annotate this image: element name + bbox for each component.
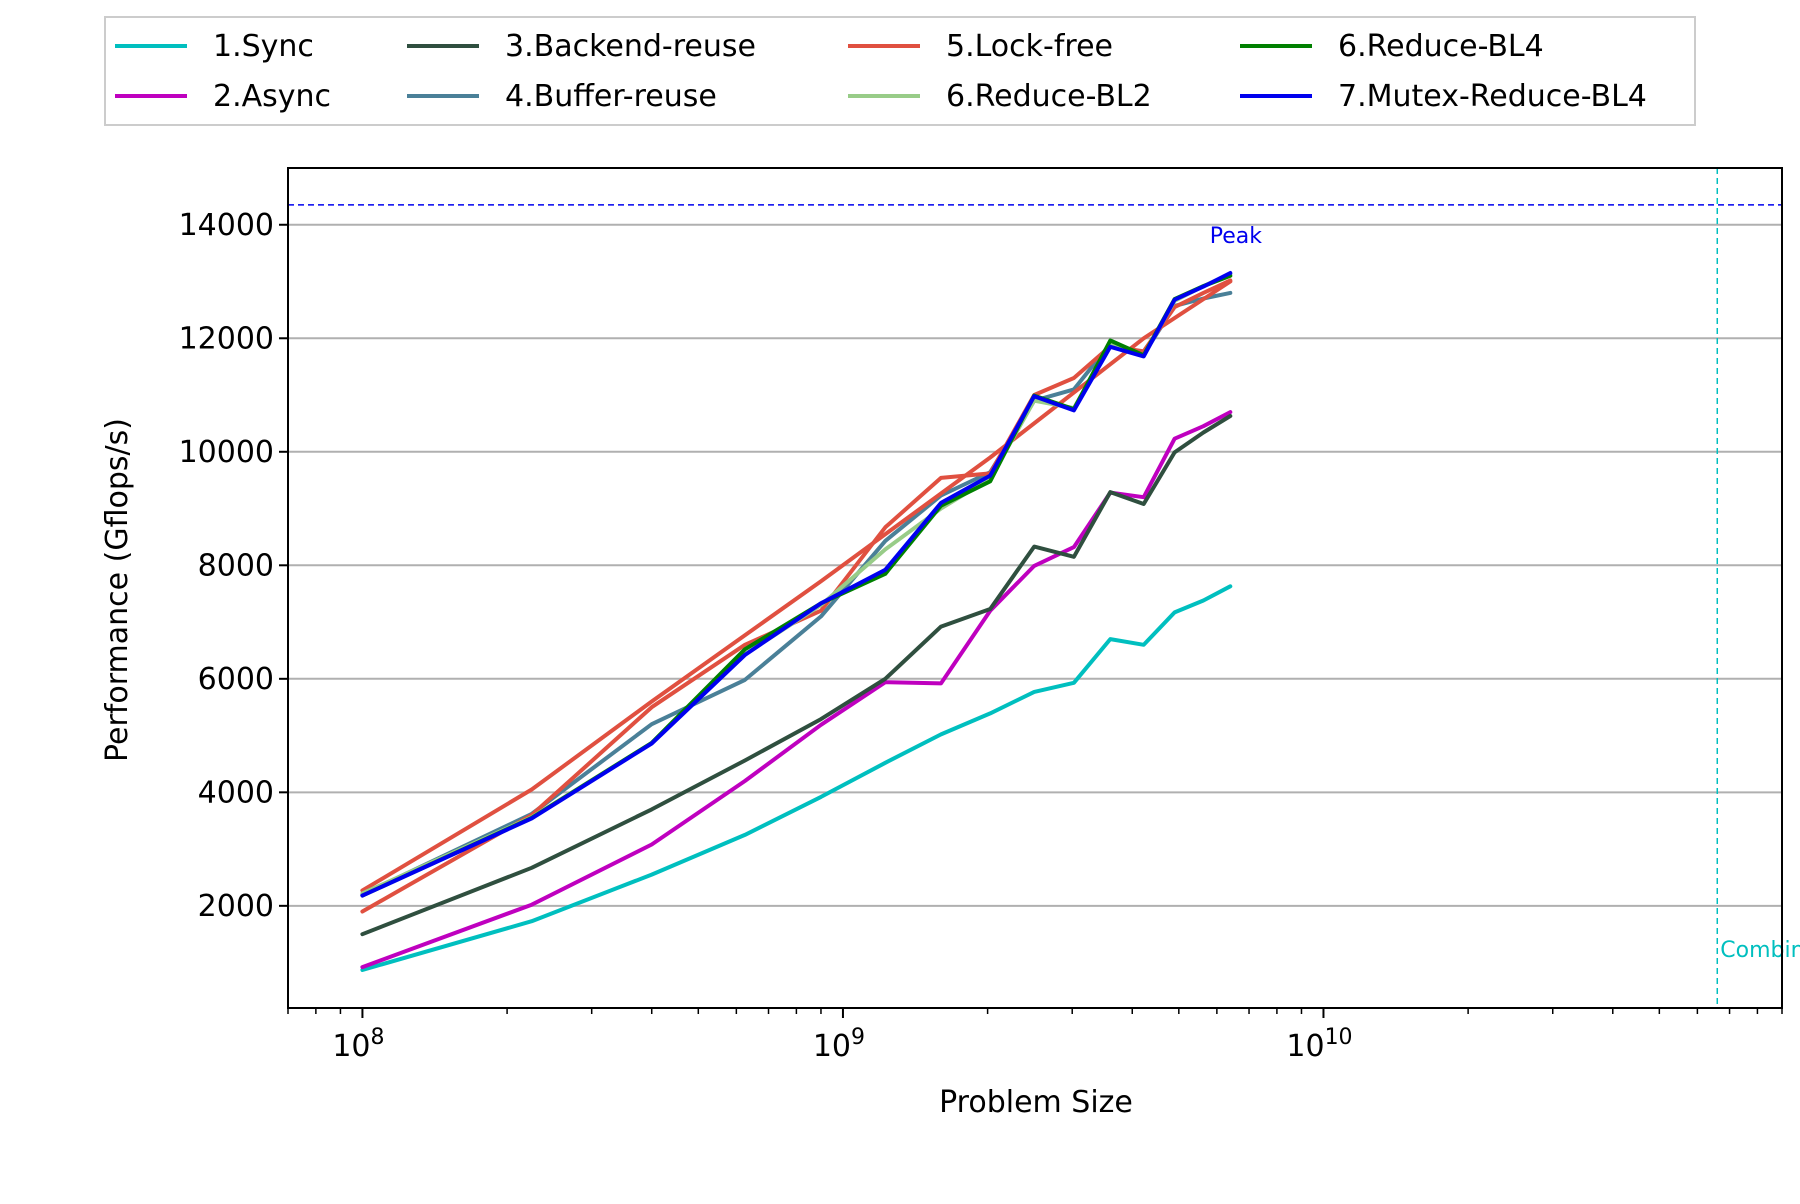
- y-axis-ticks: 2000 4000 6000 8000 10000 12000 14000: [179, 208, 288, 924]
- y-tick-label: 8000: [198, 548, 274, 583]
- y-tick-label: 14000: [179, 208, 274, 243]
- gridlines: [288, 223, 1782, 907]
- series-line-1-sync: [360, 584, 1233, 972]
- legend-frame: [104, 16, 1696, 126]
- peak-label: Peak: [1210, 224, 1262, 249]
- x-tick-exponent: 8: [371, 1025, 385, 1050]
- legend-label-2-async: 2.Async: [213, 79, 331, 114]
- legend: 1.Sync 2.Async 3.Backend-reuse 4.Buffer-reu…: [104, 16, 1696, 126]
- series-line-3-backend-reuse: [360, 414, 1233, 937]
- legend-label-4-buffer-reuse: 4.Buffer-reuse: [505, 79, 717, 114]
- x-axis-label: Problem Size: [939, 1085, 1133, 1120]
- legend-label-1-sync: 1.Sync: [213, 29, 314, 64]
- series-line-7-mutex-reduce-bl4: [360, 271, 1233, 898]
- y-tick-label: 10000: [179, 435, 274, 470]
- legend-label-3-backend-reuse: 3.Backend-reuse: [505, 29, 756, 64]
- reference-lines: Peak Combined: [288, 168, 1800, 1008]
- legend-items: 1.Sync 2.Async 3.Backend-reuse 4.Buffer-reu…: [115, 29, 1647, 114]
- combined-label: Combined: [1720, 938, 1800, 963]
- legend-label-6-reduce-bl4: 6.Reduce-BL4: [1338, 29, 1544, 64]
- y-tick-label: 12000: [179, 321, 274, 356]
- legend-label-6-reduce-bl2: 6.Reduce-BL2: [946, 79, 1152, 114]
- y-axis-label: Performance (Gflops/s): [100, 418, 135, 762]
- y-tick-label: 4000: [198, 775, 274, 810]
- legend-label-5-lock-free: 5.Lock-free: [946, 29, 1113, 64]
- series-lines: [360, 271, 1233, 972]
- x-tick-exponent: 9: [851, 1025, 865, 1050]
- x-tick-exponent: 10: [1325, 1025, 1353, 1050]
- y-tick-label: 2000: [198, 889, 274, 924]
- y-tick-label: 6000: [198, 662, 274, 697]
- legend-label-7-mutex-reduce-bl4: 7.Mutex-Reduce-BL4: [1338, 79, 1647, 114]
- series-line-5-lock-free: [360, 279, 1233, 893]
- plot-frame: [287, 167, 1783, 1009]
